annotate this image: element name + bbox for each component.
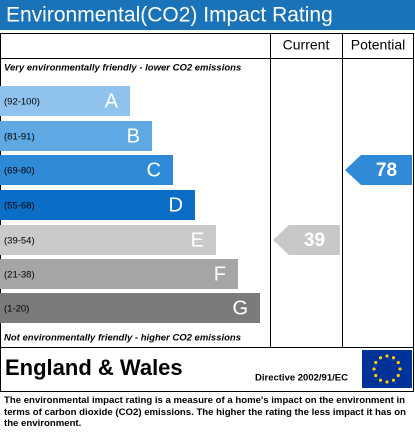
band-letter: B xyxy=(127,125,140,147)
region: England & Wales xyxy=(5,355,183,380)
eu-star xyxy=(391,378,396,382)
band-bar xyxy=(0,155,173,185)
band-range: (21-38) xyxy=(4,270,35,281)
eu-star xyxy=(396,373,400,378)
band-range: (55-68) xyxy=(4,201,35,212)
band-bar xyxy=(0,190,195,220)
eu-star xyxy=(385,354,389,358)
footer-frame xyxy=(0,347,414,392)
eu-star xyxy=(374,360,378,365)
bottom-note: Not environmentally friendly - higher CO… xyxy=(4,333,241,344)
potential-header: Potential xyxy=(351,37,405,53)
eu-star xyxy=(385,380,389,384)
eu-star xyxy=(372,367,376,371)
band-letter: G xyxy=(232,297,248,319)
directive: Directive 2002/91/EC xyxy=(255,373,348,384)
band-bar xyxy=(0,259,238,289)
band-bar xyxy=(0,86,130,116)
band-letter: C xyxy=(147,159,161,181)
eu-star xyxy=(378,378,383,382)
title-bar xyxy=(0,0,415,30)
band-bar xyxy=(0,293,260,323)
band-letter: F xyxy=(214,263,226,285)
band-bar xyxy=(0,225,216,255)
eu-star xyxy=(378,356,383,360)
eu-star xyxy=(374,373,378,378)
top-note: Very environmentally friendly - lower CO… xyxy=(4,63,241,74)
band-range: (69-80) xyxy=(4,166,35,177)
eu-star xyxy=(396,360,400,365)
potential-arrow xyxy=(345,155,412,185)
current-header: Current xyxy=(283,37,330,53)
eu-star xyxy=(391,356,396,360)
band-letter: E xyxy=(191,229,204,251)
band-range: (1-20) xyxy=(4,304,29,315)
band-bar xyxy=(0,121,152,151)
potential-value: 78 xyxy=(376,160,397,181)
band-letter: A xyxy=(105,90,119,112)
eu-star xyxy=(398,367,402,371)
current-value: 39 xyxy=(304,230,325,251)
description: The environmental impact rating is a mea… xyxy=(4,395,406,429)
eu-stars xyxy=(372,354,402,384)
rating-chart: Environmental(CO2) Impact Rating Current… xyxy=(0,0,415,392)
band-range: (92-100) xyxy=(4,97,40,108)
current-arrow xyxy=(273,225,340,255)
band-range: (39-54) xyxy=(4,236,35,247)
title: Environmental(CO2) Impact Rating xyxy=(6,4,333,27)
band-letter: D xyxy=(169,194,183,216)
band-range: (81-91) xyxy=(4,132,35,143)
